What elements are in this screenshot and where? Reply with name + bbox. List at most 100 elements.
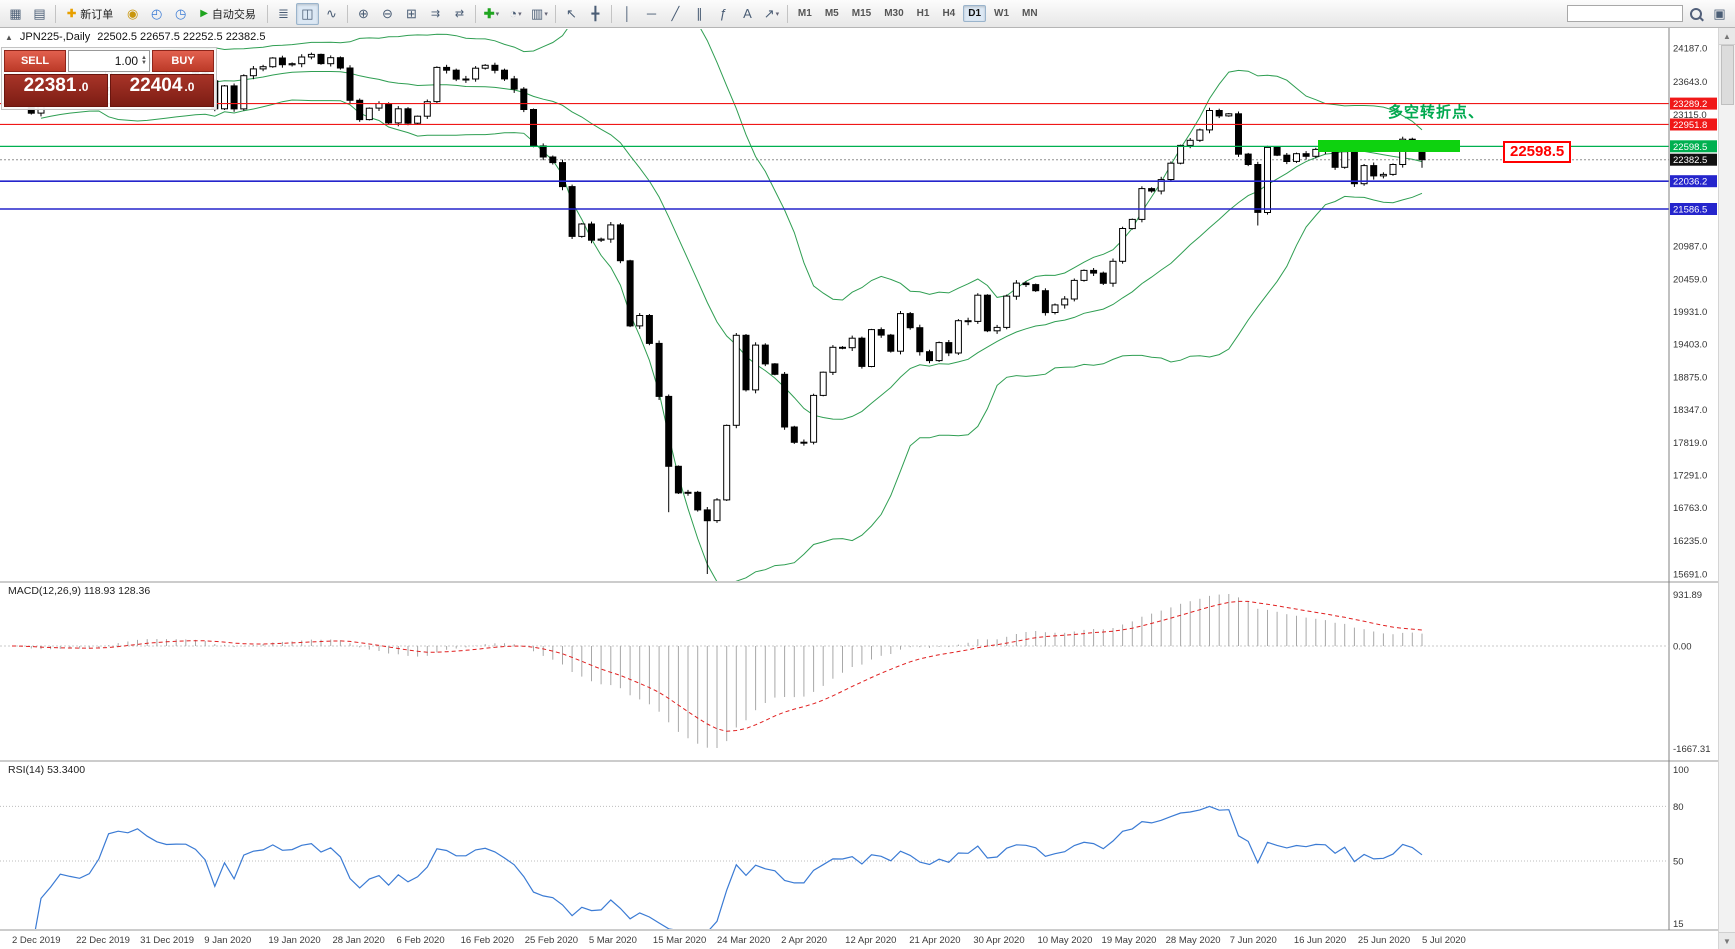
toolbar-separator (786, 4, 788, 23)
buy-button[interactable]: BUY (152, 50, 214, 72)
periods-icon[interactable]: ◔ ▾ (509, 6, 522, 21)
date-label: 19 May 2020 (1102, 935, 1157, 946)
price-axis-tag (1670, 153, 1717, 166)
templates-icon[interactable]: ▥ ▾ (531, 5, 548, 21)
price-axis-label: 19403.0 (1673, 340, 1707, 351)
new-chart-icon[interactable]: ▦ (9, 5, 22, 21)
macd-axis-label: -1667.31 (1673, 744, 1711, 755)
zoom-in-icon[interactable]: ⊕ (357, 5, 369, 21)
price-axis-tag (1670, 140, 1717, 153)
price-axis-label: 24187.0 (1673, 44, 1707, 55)
price-axis-tag (1670, 175, 1717, 188)
arrows-tool-icon[interactable]: ↗ ▾ (763, 5, 780, 21)
toolbar-separator (346, 4, 348, 23)
volume-stepper[interactable]: ▲ ▼ (141, 55, 147, 66)
date-label: 15 Mar 2020 (653, 935, 706, 946)
sell-price: 22381 (23, 75, 77, 96)
date-label: 9 Jan 2020 (204, 935, 251, 946)
rsi-indicator-label: RSI(14) 53.3400 (8, 764, 86, 776)
price-axis-tag-label: 22951.8 (1673, 120, 1707, 131)
price-axis-tag-label: 21586.5 (1673, 205, 1707, 216)
channel-icon[interactable]: ∥ (696, 5, 703, 21)
macd-signal-line (11, 600, 1423, 732)
highlight-bar (1318, 140, 1460, 152)
price-axis-label: 17291.0 (1673, 470, 1707, 481)
date-label: 6 Feb 2020 (397, 935, 445, 946)
sell-button[interactable]: SELL (4, 50, 66, 72)
new-order-button[interactable]: ✚ 新订单 (60, 2, 120, 26)
rsi-axis-label: 50 (1673, 857, 1684, 868)
crosshair-icon[interactable]: ╋ (591, 5, 600, 21)
vertical-scrollbar[interactable]: ▲ ▼ (1718, 28, 1735, 949)
search-icon[interactable] (1684, 3, 1707, 25)
scrollbar-thumb[interactable] (1721, 45, 1734, 105)
volume-up-icon[interactable]: ▲ (141, 55, 147, 61)
macd-histogram (21, 594, 1423, 748)
terminal-icon[interactable]: ◷ (175, 5, 187, 21)
chart-shift-icon[interactable]: ⇄ (454, 8, 465, 20)
indicators-icon[interactable]: ✚ ▾ (483, 5, 500, 21)
timeframe-m15[interactable]: M15 (851, 8, 872, 19)
price-axis-label: 16235.0 (1673, 536, 1707, 547)
fibonacci-icon[interactable]: ƒ (719, 6, 728, 21)
date-label: 10 May 2020 (1037, 935, 1092, 946)
price-axis-label: 18875.0 (1673, 372, 1707, 383)
zoom-out-icon[interactable]: ⊖ (381, 5, 393, 21)
buy-price-decimal: .0 (184, 80, 195, 94)
search-input[interactable] (1567, 5, 1683, 22)
horizontal-line-icon[interactable]: ─ (646, 6, 657, 21)
volume-value: 1.00 (114, 54, 139, 68)
volume-field[interactable]: 1.00 ▲ ▼ (68, 50, 150, 72)
sell-price-box[interactable]: 22381 .0 (4, 74, 108, 107)
coin-icon[interactable]: ◉ (127, 5, 139, 21)
scroll-up-icon[interactable]: ▲ (1719, 28, 1735, 45)
line-chart-icon[interactable]: ∿ (325, 5, 337, 21)
ohlc-values: 22502.5 22657.5 22252.5 22382.5 (97, 31, 266, 43)
rsi-axis-label: 80 (1673, 802, 1684, 813)
price-axis-tag (1670, 118, 1717, 131)
buy-price-box[interactable]: 22404 .0 (110, 74, 214, 107)
bollinger-upper-line (40, 29, 1423, 301)
macd-indicator-label: MACD(12,26,9) 118.93 128.36 (8, 585, 151, 597)
turning-point-annotation: 多空转折点、 (1388, 104, 1485, 121)
text-tool-icon[interactable]: A (743, 6, 752, 21)
toolbar-separator (554, 4, 556, 23)
scroll-down-icon[interactable]: ▼ (1719, 932, 1735, 949)
auto-scroll-icon[interactable]: ⇉ (430, 8, 441, 20)
toolbar: ▦ ▤ ✚ 新订单 ◉ ◴ ◷ ▶ 自动交易 ≣ ◫ ∿ ⊕ ⊖ ⊞ ⇉ ⇄ ✚… (0, 0, 1735, 28)
trendline-icon[interactable]: ╱ (671, 5, 680, 21)
timeframe-d1[interactable]: D1 (963, 5, 987, 22)
timeframe-m1[interactable]: M1 (797, 8, 812, 19)
help-window-icon[interactable]: ▣ (1713, 5, 1726, 21)
volume-down-icon[interactable]: ▼ (141, 60, 147, 66)
symbol-period-label: JPN225-,Daily (19, 31, 91, 43)
bar-chart-icon[interactable]: ≣ (277, 5, 289, 21)
profiles-icon[interactable]: ▤ (33, 5, 46, 21)
timeframe-mn[interactable]: MN (1022, 8, 1038, 19)
cursor-icon[interactable]: ↖ (565, 5, 577, 21)
timeframe-m5[interactable]: M5 (824, 8, 839, 19)
autotrading-label: 自动交易 (211, 8, 256, 21)
autotrading-button[interactable]: ▶ 自动交易 (193, 2, 263, 26)
timeframe-h4[interactable]: H4 (942, 8, 956, 19)
vertical-line-icon[interactable]: │ (623, 6, 632, 21)
price-axis-label: 18347.0 (1673, 405, 1707, 416)
navigator-icon[interactable]: ◴ (151, 5, 163, 21)
timeframe-w1[interactable]: W1 (994, 8, 1010, 19)
timeframe-h1[interactable]: H1 (916, 8, 930, 19)
collapse-panel-icon[interactable]: ▲ (5, 32, 13, 42)
date-label: 19 Jan 2020 (268, 935, 320, 946)
plus-icon: ✚ (67, 8, 77, 20)
toolbar-separator (55, 4, 56, 23)
price-axis-label: 23643.0 (1673, 77, 1707, 88)
rsi-line (34, 805, 1423, 929)
timeframe-m30[interactable]: M30 (884, 8, 904, 19)
toolbar-separator (610, 4, 612, 23)
date-label: 5 Mar 2020 (589, 935, 637, 946)
price-axis-label: 17819.0 (1673, 438, 1707, 449)
candlestick-chart-icon[interactable]: ◫ (295, 2, 319, 25)
date-label: 7 Jun 2020 (1230, 935, 1277, 946)
date-label: 2 Apr 2020 (781, 935, 827, 946)
tile-windows-icon[interactable]: ⊞ (405, 5, 417, 21)
